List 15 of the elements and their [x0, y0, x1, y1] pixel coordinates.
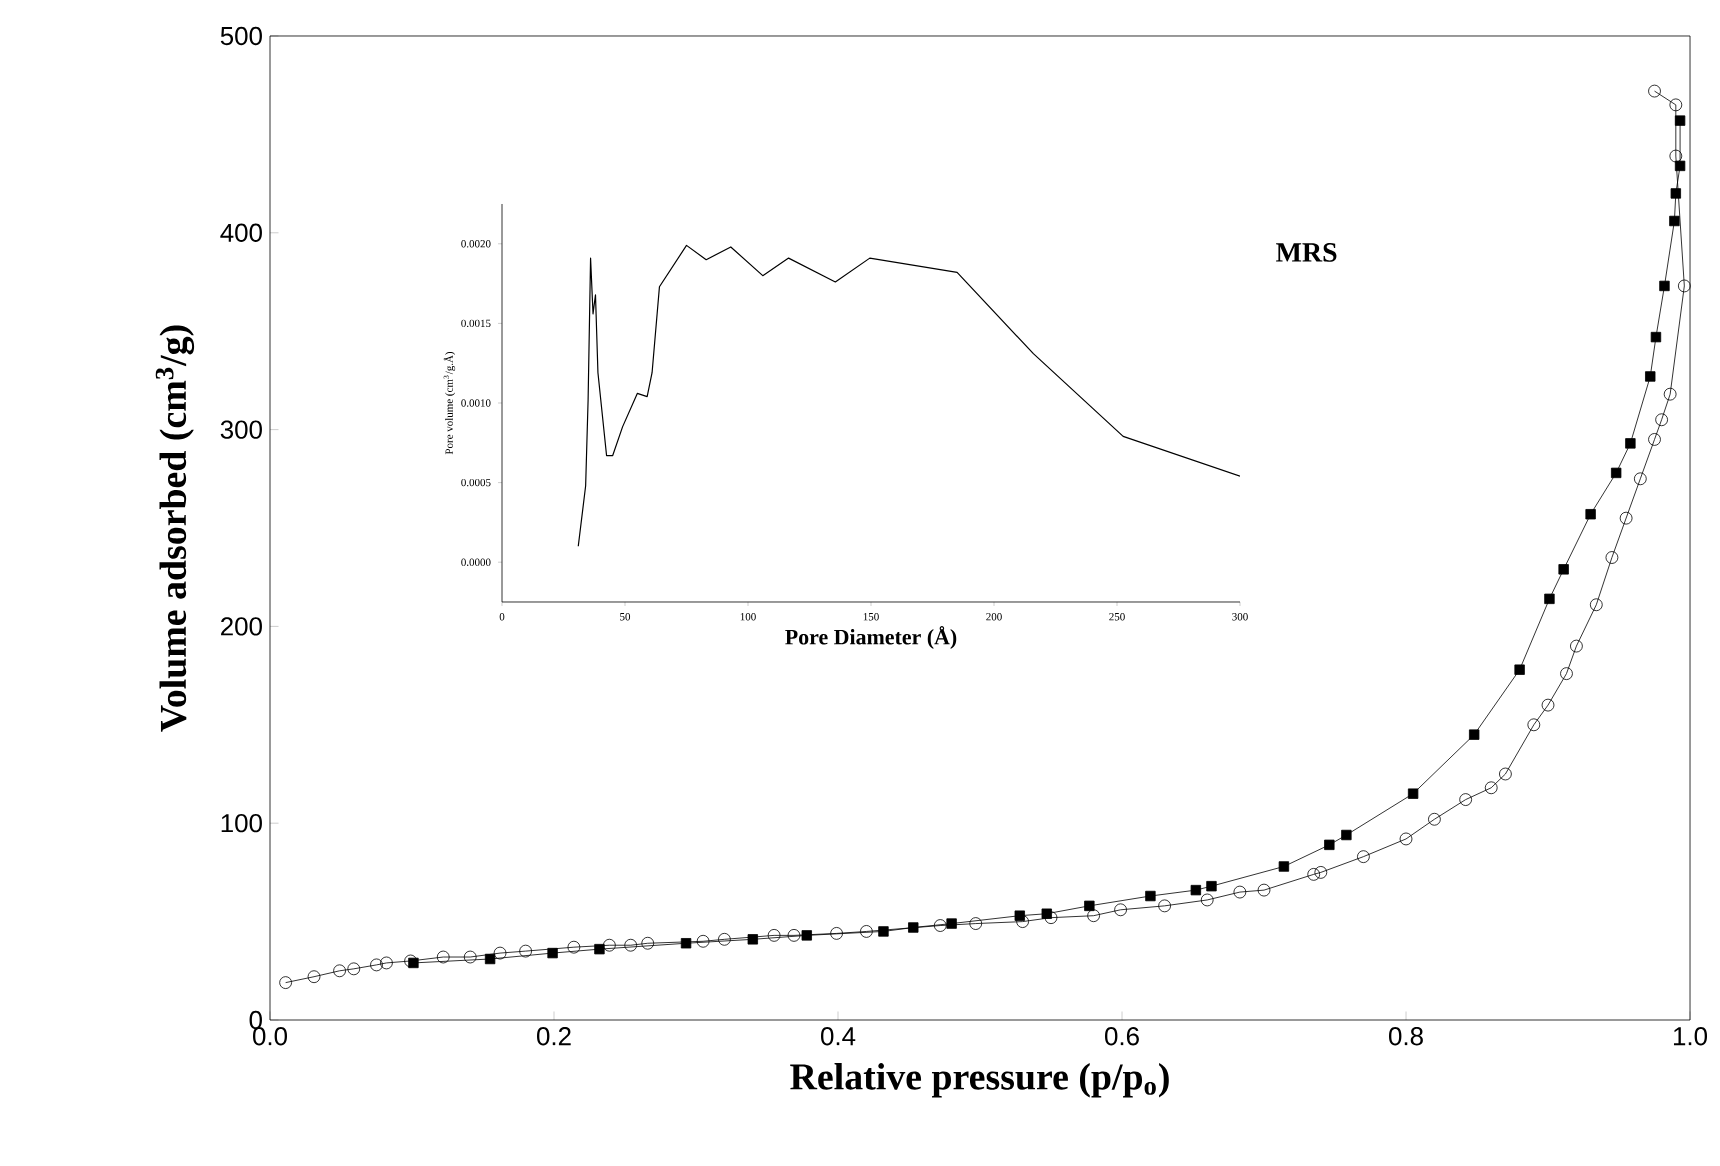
x-tick-label: 0.0: [253, 1027, 288, 1046]
x-tick-label: 0.8: [1389, 1027, 1423, 1046]
x-tick-label: 0.6: [1105, 1027, 1139, 1046]
y-tick-label: 0: [249, 1010, 262, 1030]
y-tick-label: 300: [220, 420, 262, 439]
y-tick-label: 400: [220, 223, 262, 242]
x-tick-label: 0.2: [537, 1027, 571, 1046]
y-tick-label: 500: [220, 26, 262, 46]
y-axis-title: Volume adsorbed (cm$^{3}$/g): [155, 325, 195, 732]
x-tick-label: 1.0: [1673, 1027, 1708, 1046]
y-tick-label: 100: [221, 814, 262, 833]
annotation: MRS: [1276, 243, 1337, 262]
x-axis-title: Relative pressure (p/p$_{o}$): [790, 1063, 1169, 1098]
x-axis-title: Pore Diameter (Å): [785, 626, 957, 649]
x-tick-label: 0.4: [821, 1027, 856, 1046]
